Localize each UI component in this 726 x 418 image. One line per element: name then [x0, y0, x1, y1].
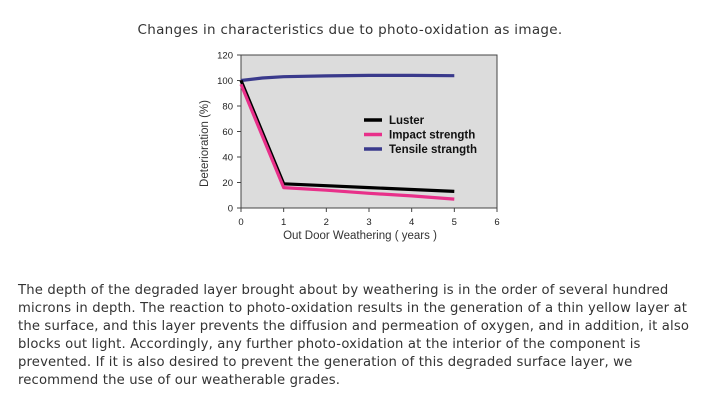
page-heading: Changes in characteristics due to photo-…: [137, 22, 563, 38]
series-line-impact-strength: [239, 83, 455, 201]
x-tick-label: 1: [281, 217, 286, 228]
x-tick-label: 2: [324, 217, 329, 228]
y-tick-label: 100: [217, 76, 233, 87]
legend-label: Tensile strangth: [389, 144, 477, 156]
x-tick-label: 3: [366, 217, 371, 228]
legend-label: Luster: [389, 115, 425, 127]
series-line-tensile-strangth: [240, 73, 455, 83]
description-paragraph: The depth of the degraded layer brought …: [18, 283, 690, 388]
y-tick-label: 120: [217, 51, 233, 62]
x-tick-label: 6: [494, 217, 499, 228]
y-tick-label: 40: [222, 153, 233, 164]
x-tick-label: 0: [238, 217, 243, 228]
y-tick-label: 60: [222, 127, 233, 138]
deterioration-line-chart: 0 20 40 60 80 100 120 0 1 2 3 4 5 6 Out Door Weatherin…: [199, 51, 500, 243]
y-tick-label: 0: [228, 204, 233, 215]
y-axis-title: Deterioration (%): [199, 100, 211, 187]
y-tick-label: 20: [222, 178, 233, 189]
x-axis-title: Out Door Weathering ( years ): [283, 230, 437, 242]
legend-label: Impact strength: [389, 130, 475, 142]
x-tick-label: 5: [452, 217, 457, 228]
x-tick-label: 4: [409, 217, 414, 228]
y-tick-label: 80: [222, 102, 233, 113]
